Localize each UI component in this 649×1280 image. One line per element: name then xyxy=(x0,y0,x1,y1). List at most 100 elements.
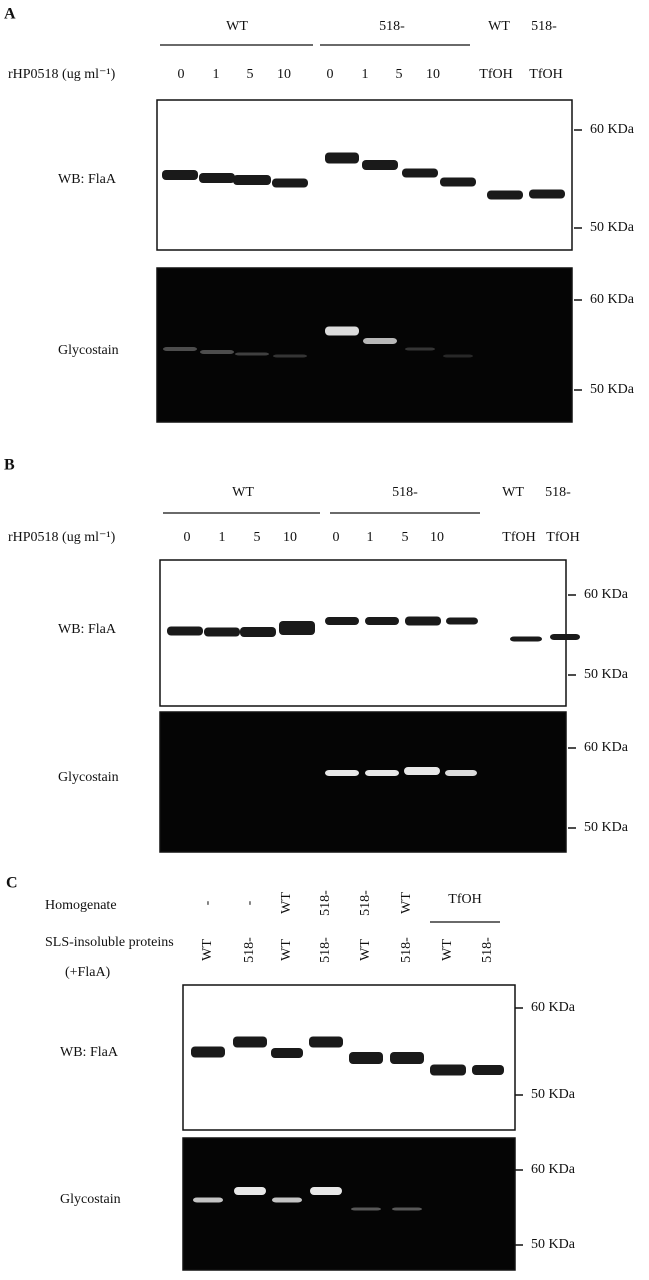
band xyxy=(349,1052,383,1064)
lane-label: 1 xyxy=(219,530,226,545)
band xyxy=(273,354,307,358)
band xyxy=(446,617,478,625)
lane-label: 518- xyxy=(318,937,333,963)
lane-label: 518- xyxy=(480,937,495,963)
glycostain-blot xyxy=(159,711,567,853)
lane-label: 5 xyxy=(254,530,261,545)
band xyxy=(271,1048,303,1058)
band xyxy=(392,1207,422,1211)
sls-label: SLS-insoluble proteins xyxy=(45,935,174,950)
sls-sublabel: (+FlaA) xyxy=(65,965,111,980)
band xyxy=(390,1052,424,1064)
tfoh-group-label: WT xyxy=(488,19,510,34)
tfoh-label: TfOH xyxy=(448,892,481,907)
band xyxy=(550,634,580,640)
band xyxy=(365,770,399,776)
band xyxy=(405,616,441,626)
band xyxy=(365,617,399,625)
marker-label: 50 KDa xyxy=(590,220,635,235)
band xyxy=(167,626,203,636)
band xyxy=(445,770,477,776)
lane-label: 10 xyxy=(426,67,440,82)
marker-label: 50 KDa xyxy=(584,820,629,835)
marker-label: 50 KDa xyxy=(590,382,635,397)
band xyxy=(234,1187,266,1195)
homogenate-lane: - xyxy=(242,900,257,905)
marker-label: 60 KDa xyxy=(531,1000,576,1015)
lane-label: WT xyxy=(358,939,373,961)
blot-label: WB: FlaA xyxy=(58,622,117,637)
lane-label: 518- xyxy=(399,937,414,963)
lane-label: 10 xyxy=(277,67,291,82)
lane-label: 0 xyxy=(178,67,185,82)
band xyxy=(240,627,276,637)
lane-label: 5 xyxy=(247,67,254,82)
lane-label: TfOH xyxy=(479,67,512,82)
band xyxy=(310,1187,342,1195)
panel-label: C xyxy=(6,875,18,892)
band xyxy=(235,352,269,356)
tfoh-group-label: 518- xyxy=(545,485,571,500)
band xyxy=(279,621,315,635)
lane-label: 5 xyxy=(396,67,403,82)
band xyxy=(204,627,240,637)
band xyxy=(325,770,359,776)
glycostain-blot xyxy=(182,1137,516,1271)
lane-label: TfOH xyxy=(502,530,535,545)
marker-label: 60 KDa xyxy=(531,1162,576,1177)
lane-label: 0 xyxy=(327,67,334,82)
marker-label: 60 KDa xyxy=(584,587,629,602)
marker-label: 50 KDa xyxy=(531,1087,576,1102)
band xyxy=(362,160,398,170)
panel-label: B xyxy=(4,457,15,474)
band xyxy=(200,350,234,354)
blot-label: WB: FlaA xyxy=(60,1045,119,1060)
group-label: WT xyxy=(232,485,254,500)
band xyxy=(430,1064,466,1076)
marker-label: 50 KDa xyxy=(531,1237,576,1252)
band xyxy=(233,1036,267,1048)
lane-label: WT xyxy=(200,939,215,961)
lane-label: 0 xyxy=(184,530,191,545)
band xyxy=(510,636,542,642)
band xyxy=(325,152,359,164)
group-label: 518- xyxy=(392,485,418,500)
glycostain-blot xyxy=(156,267,573,423)
band xyxy=(487,190,523,200)
marker-label: 60 KDa xyxy=(590,292,635,307)
homogenate-lane: 518- xyxy=(318,890,333,916)
band xyxy=(405,347,435,351)
band xyxy=(272,178,308,188)
lane-label: TfOH xyxy=(529,67,562,82)
homogenate-lane: WT xyxy=(279,892,294,914)
lane-label: 10 xyxy=(430,530,444,545)
homogenate-lane: WT xyxy=(399,892,414,914)
band xyxy=(191,1046,225,1058)
band xyxy=(529,189,565,199)
marker-label: 60 KDa xyxy=(590,122,635,137)
lane-label: 10 xyxy=(283,530,297,545)
band xyxy=(472,1065,504,1075)
blot-label: WB: FlaA xyxy=(58,172,117,187)
group-label: 518- xyxy=(379,19,405,34)
band xyxy=(163,347,197,351)
band xyxy=(309,1036,343,1048)
lane-label: 1 xyxy=(367,530,374,545)
band xyxy=(404,767,440,775)
lane-label: 5 xyxy=(402,530,409,545)
homogenate-lane: 518- xyxy=(358,890,373,916)
homogenate-lane: - xyxy=(200,900,215,905)
band xyxy=(443,354,473,358)
band xyxy=(233,175,271,185)
lane-label: 518- xyxy=(242,937,257,963)
band xyxy=(402,168,438,178)
lane-label: WT xyxy=(440,939,455,961)
dose-label: rHP0518 (ug ml⁻¹) xyxy=(8,530,116,545)
lane-label: 1 xyxy=(362,67,369,82)
band xyxy=(162,170,198,180)
panel-label: A xyxy=(4,6,16,23)
lane-label: TfOH xyxy=(546,530,579,545)
marker-label: 50 KDa xyxy=(584,667,629,682)
lane-label: WT xyxy=(279,939,294,961)
